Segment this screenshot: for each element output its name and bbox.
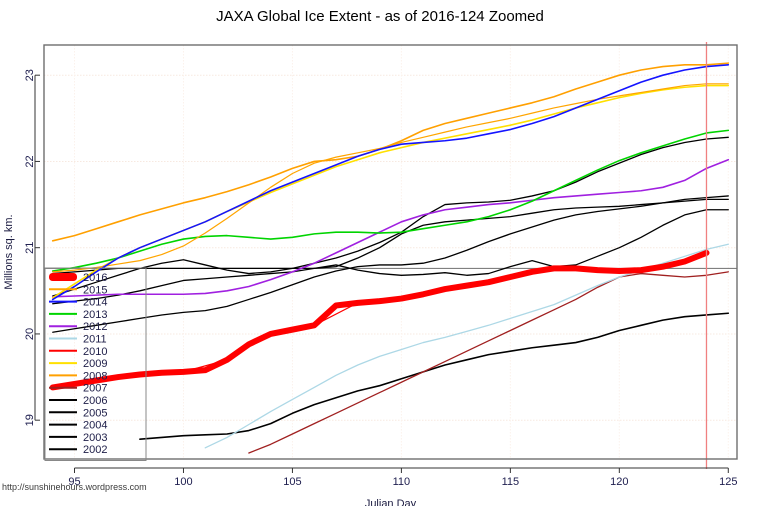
series-line-2013 bbox=[51, 129, 730, 272]
x-tick-label: 115 bbox=[502, 476, 520, 488]
series-line-2002 bbox=[139, 312, 730, 440]
series-line-2003 bbox=[52, 198, 729, 275]
x-tick-label: 95 bbox=[68, 476, 80, 488]
series-line-2007 bbox=[248, 271, 729, 454]
y-axis: 19 20 21 22 23 bbox=[24, 69, 40, 426]
series-line-2012 bbox=[51, 158, 730, 298]
plot-border bbox=[43, 44, 738, 460]
legend-label-2009: 2009 bbox=[83, 358, 107, 370]
legend-label-2007: 2007 bbox=[83, 383, 107, 395]
watermark-url: http://sunshinehours.wordpress.com bbox=[2, 482, 147, 492]
legend-label-2011: 2011 bbox=[83, 334, 107, 346]
legend-label-2004: 2004 bbox=[83, 420, 107, 432]
legend-label-2003: 2003 bbox=[83, 432, 107, 444]
x-tick-label: 120 bbox=[610, 476, 628, 488]
legend-label-2005: 2005 bbox=[83, 407, 107, 419]
legend-label-2012: 2012 bbox=[83, 321, 107, 333]
series-line-2015 bbox=[52, 83, 729, 273]
x-axis: 95 100 105 110 115 120 125 bbox=[68, 467, 737, 488]
legend-label-2002: 2002 bbox=[83, 444, 107, 456]
x-tick-label: 105 bbox=[283, 476, 301, 488]
series-line-2005 bbox=[52, 136, 729, 297]
x-tick-label: 110 bbox=[393, 476, 411, 488]
legend-label-2016: 2016 bbox=[83, 272, 107, 284]
legend-swatch-2016 bbox=[49, 273, 77, 281]
y-tick-label: 22 bbox=[24, 155, 36, 167]
legend-label-2010: 2010 bbox=[83, 346, 107, 358]
legend-label-2006: 2006 bbox=[83, 395, 107, 407]
page-title: JAXA Global Ice Extent - as of 2016-124 … bbox=[216, 8, 544, 25]
legend-label-2015: 2015 bbox=[83, 284, 107, 296]
chart-legend: 2016201520142013201220112010200920082007… bbox=[44, 267, 147, 461]
y-tick-label: 19 bbox=[24, 414, 36, 426]
grid-lines bbox=[44, 45, 737, 459]
y-tick-label: 20 bbox=[24, 328, 36, 340]
y-axis-title: Millions sq. km. bbox=[3, 214, 15, 289]
series-line-2014 bbox=[51, 64, 730, 301]
y-tick-label: 23 bbox=[24, 69, 36, 81]
x-tick-label: 100 bbox=[174, 476, 192, 488]
legend-label-2008: 2008 bbox=[83, 370, 107, 382]
y-tick-label: 21 bbox=[24, 242, 36, 254]
x-tick-label: 125 bbox=[719, 476, 737, 488]
legend-label-2014: 2014 bbox=[83, 297, 107, 309]
series-line-2016 bbox=[49, 249, 710, 391]
series-line-2004 bbox=[52, 195, 729, 333]
x-axis-title: Julian Day bbox=[365, 498, 417, 506]
series-line-2006 bbox=[52, 209, 729, 305]
legend-label-2013: 2013 bbox=[83, 309, 107, 321]
data-series-group bbox=[49, 62, 730, 454]
